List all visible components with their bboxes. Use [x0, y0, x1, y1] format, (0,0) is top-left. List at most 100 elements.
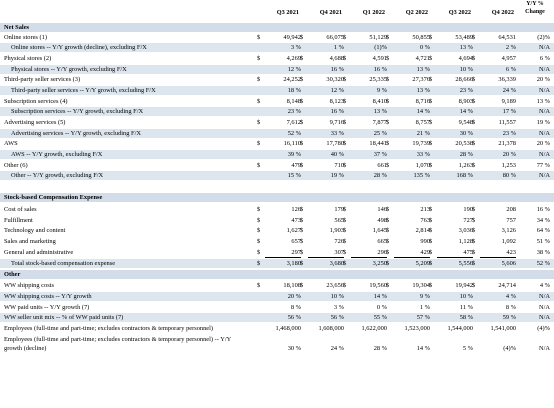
value-text: 565 — [334, 217, 344, 224]
table-row: Third-party seller services (3) $24,252 $3… — [0, 75, 554, 84]
dollar-sign: $ — [386, 217, 390, 224]
dollar-sign: $ — [386, 249, 390, 256]
value-cell: 10 % — [300, 292, 344, 301]
value-text: 3 % — [333, 304, 344, 311]
value-text: 479 — [291, 162, 301, 169]
value-text: 1 % — [333, 44, 344, 51]
value-text: 7,612 — [286, 119, 301, 126]
value-text: 28 % — [373, 172, 387, 179]
value-text: 58 % — [459, 314, 473, 321]
dollar-sign: $ — [257, 217, 261, 224]
row-label: AWS -- Y/Y growth, excluding F/X — [11, 151, 103, 158]
dollar-sign: $ — [343, 119, 347, 126]
value-cell: $19,739 — [386, 139, 430, 148]
value-cell: 23 % — [257, 107, 301, 116]
value-text: 190 — [463, 206, 473, 213]
dollar-sign: $ — [429, 217, 433, 224]
dollar-sign: $ — [257, 140, 261, 147]
dollar-sign: $ — [300, 238, 304, 245]
value-cell: 1,468,000 — [257, 324, 301, 333]
value-cell: $9,189 — [472, 97, 516, 106]
value-cell: $710 — [300, 161, 344, 170]
section-title: Net Sales — [4, 24, 30, 31]
value-text: 1,092 — [501, 238, 516, 245]
value-text: 1,253 — [501, 162, 516, 169]
value-cell: 55 % — [343, 313, 387, 322]
yy-change-cell: 16 % — [536, 206, 550, 213]
dollar-sign: $ — [386, 119, 390, 126]
dollar-sign: $ — [300, 119, 304, 126]
section-title: Stock-based Compensation Expense — [4, 194, 103, 201]
value-cell: $565 — [300, 216, 344, 225]
value-text: 33 % — [330, 130, 344, 137]
value-cell: 2 % — [472, 43, 516, 52]
yy-change-cell: N/A — [538, 172, 550, 179]
value-cell: 21 % — [386, 129, 430, 138]
value-cell: $16,110 — [257, 139, 301, 148]
yy-change-cell: (2)% — [537, 34, 550, 41]
value-text: 1,627 — [286, 227, 301, 234]
value-text: (4)% — [503, 345, 516, 352]
value-cell: $146 — [343, 205, 387, 214]
value-cell: $429 — [386, 248, 430, 257]
value-text: 4,721 — [415, 55, 430, 62]
row-label: Advertising services (5) — [4, 119, 66, 126]
value-text: 19,304 — [412, 282, 430, 289]
value-text: 51,129 — [369, 34, 387, 41]
value-cell: 17 % — [472, 107, 516, 116]
dollar-sign: $ — [257, 55, 261, 62]
yy-change-cell: N/A — [538, 87, 550, 94]
value-cell: $30,320 — [300, 75, 344, 84]
value-cell: 1,622,000 — [343, 324, 387, 333]
dollar-sign: $ — [429, 76, 433, 83]
dollar-sign: $ — [343, 227, 347, 234]
value-text: 37 % — [373, 151, 387, 158]
value-cell: 14 % — [386, 344, 430, 353]
dollar-sign: $ — [257, 260, 261, 267]
value-cell: $2,814 — [386, 226, 430, 235]
value-cell: $50,855 — [386, 33, 430, 42]
dollar-sign: $ — [257, 162, 261, 169]
value-cell: 24 % — [472, 86, 516, 95]
value-cell: (1)% — [343, 43, 387, 52]
value-text: 296 — [377, 249, 387, 256]
value-cell: $3,036 — [429, 226, 473, 235]
value-text: 726 — [334, 238, 344, 245]
value-cell: $28,666 — [429, 75, 473, 84]
value-cell: 57 % — [386, 313, 430, 322]
value-cell: (4)% — [472, 344, 516, 353]
value-text: 1,903 — [329, 227, 344, 234]
value-cell: $8,757 — [386, 118, 430, 127]
value-text: 19,942 — [455, 282, 473, 289]
value-cell: $757 — [472, 216, 516, 225]
value-text: 4 % — [505, 293, 516, 300]
header-yy-change: Y/Y % Change — [518, 1, 552, 16]
value-cell: 16 % — [300, 107, 344, 116]
section-title: Other — [4, 271, 21, 278]
value-text: 3,036 — [458, 227, 473, 234]
table-row: Cost of sales $126 $179 $146 $213 $190 $208 16 … — [0, 205, 554, 214]
row-label: WW shipping costs -- Y/Y growth — [4, 293, 92, 300]
dollar-sign: $ — [300, 260, 304, 267]
value-text: 1,645 — [372, 227, 387, 234]
value-text: 990 — [420, 238, 430, 245]
dollar-sign: $ — [300, 34, 304, 41]
value-cell: $9,548 — [429, 118, 473, 127]
value-cell: $498 — [343, 216, 387, 225]
row-label: Subscription services (4) — [4, 98, 68, 105]
value-cell: $64,531 — [472, 33, 516, 42]
value-text: 4,688 — [329, 55, 344, 62]
value-text: 28 % — [459, 151, 473, 158]
dollar-sign: $ — [472, 55, 476, 62]
value-cell: $17,780 — [300, 139, 344, 148]
dollar-sign: $ — [257, 206, 261, 213]
value-cell: 16 % — [343, 65, 387, 74]
value-text: 0 % — [419, 44, 430, 51]
table-row: AWS $16,110 $17,780 $18,441 $19,739 $20,538 $2… — [0, 139, 554, 148]
value-cell: $726 — [300, 237, 344, 246]
value-cell: $19,560 — [343, 281, 387, 290]
value-cell: 0 % — [343, 303, 387, 312]
dollar-sign: $ — [472, 238, 476, 245]
dollar-sign: $ — [472, 119, 476, 126]
value-cell: 0 % — [386, 43, 430, 52]
